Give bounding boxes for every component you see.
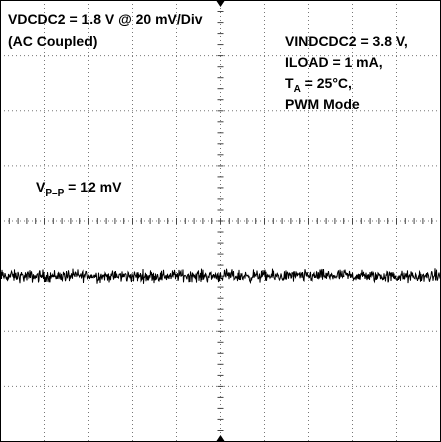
scale-label: VDCDC2 = 1.8 V @ 20 mV/Div: [8, 11, 203, 27]
trigger-marker-top: [216, 1, 225, 7]
mode-condition: PWM Mode: [285, 96, 360, 112]
vin-condition: VINDCDC2 = 3.8 V,: [285, 33, 408, 49]
ripple-trace-group: [0, 268, 441, 285]
iload-condition: ILOAD = 1 mA,: [285, 54, 383, 70]
ripple-trace-line: [0, 268, 441, 285]
vpp-subscript: P–P: [45, 188, 64, 199]
ta-symbol: T: [285, 75, 294, 91]
vpp-value: = 12 mV: [64, 179, 122, 195]
ta-value: = 25°C,: [301, 75, 352, 91]
coupling-label: (AC Coupled): [8, 33, 97, 49]
vpp-symbol: V: [36, 179, 46, 195]
ta-subscript: A: [294, 84, 301, 95]
vpp-label: VP–P = 12 mV: [36, 179, 122, 199]
trigger-marker-bottom: [216, 435, 225, 441]
ta-condition: TA = 25°C,: [285, 75, 352, 95]
